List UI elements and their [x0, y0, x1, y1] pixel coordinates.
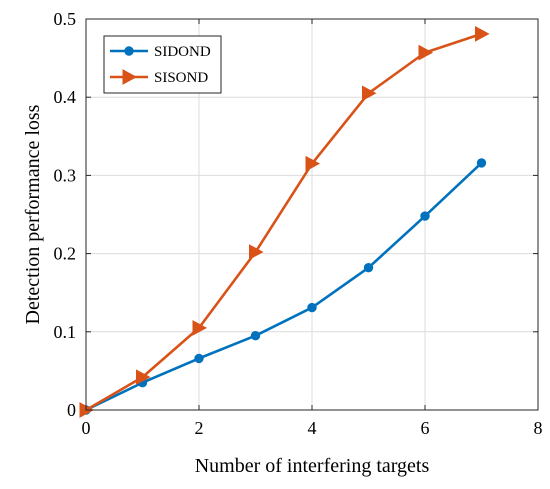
- data-point-sisond: [362, 85, 377, 102]
- legend-marker-sidond: [124, 46, 134, 56]
- legend-label-sisond: SISOND: [154, 70, 208, 86]
- x-tick-label: 8: [534, 418, 543, 438]
- data-point-sidond: [363, 262, 374, 273]
- series-line-sidond: [85, 161, 483, 412]
- y-tick-label: 0: [67, 400, 76, 420]
- legend-marker-sisond: [122, 69, 138, 85]
- data-point-sisond: [136, 369, 151, 385]
- legend-label-sidond: SIDOND: [154, 44, 211, 60]
- y-tick-label: 0.3: [54, 165, 77, 185]
- legend-marker-shape: [124, 46, 134, 56]
- plot-frame: [85, 18, 539, 411]
- data-point-sidond: [194, 353, 204, 364]
- y-tick-label: 0.4: [54, 87, 77, 107]
- x-axis-label: Number of interfering targets: [195, 455, 430, 477]
- y-tick-label: 0.2: [54, 244, 77, 264]
- y-tick-label: 0.5: [54, 9, 77, 29]
- y-tick-label: 0.1: [54, 322, 77, 342]
- x-tick-label: 0: [82, 418, 91, 438]
- legend-marker-shape: [122, 69, 138, 85]
- data-point-sisond: [249, 244, 264, 260]
- grid-lines: [86, 19, 538, 410]
- series-layer: [79, 26, 490, 418]
- data-point-sisond: [475, 26, 490, 42]
- x-tick-label: 6: [421, 418, 430, 438]
- legend-item-sidond: SIDOND: [110, 44, 211, 60]
- legend: SIDOND SISOND: [103, 35, 222, 94]
- data-point-sisond: [305, 155, 321, 172]
- data-point-sidond: [250, 331, 261, 341]
- data-point-sisond: [192, 320, 208, 336]
- data-point-sisond: [418, 44, 434, 61]
- data-point-sidond: [476, 158, 487, 168]
- axis-ticks: 0 2 4 6 8 0 0.1 0.2 0.3 0.4 0.5: [54, 9, 543, 438]
- data-point-sidond: [307, 302, 317, 313]
- data-point-sidond: [420, 211, 430, 221]
- x-tick-label: 4: [308, 418, 317, 438]
- x-tick-label: 2: [195, 418, 204, 438]
- series-sisond: [79, 26, 490, 418]
- y-axis-label: Detection performance loss: [22, 104, 44, 324]
- legend-item-sisond: SISOND: [110, 69, 208, 86]
- series-line-sisond: [85, 32, 482, 412]
